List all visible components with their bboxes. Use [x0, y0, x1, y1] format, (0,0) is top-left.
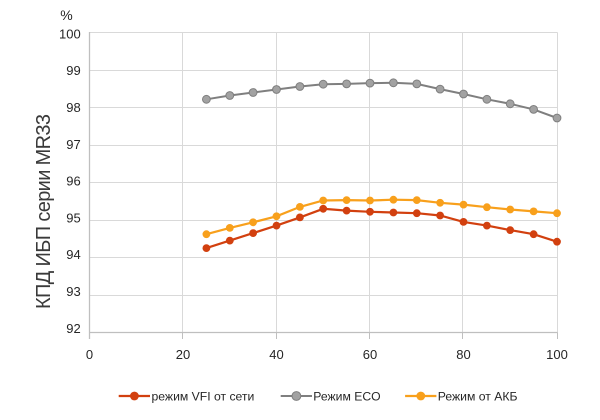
svg-text:60: 60: [363, 347, 377, 362]
svg-text:95: 95: [66, 210, 80, 225]
svg-text:%: %: [60, 7, 72, 23]
svg-text:40: 40: [269, 347, 283, 362]
svg-text:93: 93: [66, 284, 80, 299]
svg-text:97: 97: [66, 137, 80, 152]
svg-text:96: 96: [66, 174, 80, 189]
svg-text:Режим от АКБ: Режим от АКБ: [438, 389, 518, 403]
svg-text:100: 100: [59, 26, 81, 41]
svg-text:КПД ИБП серии MR33: КПД ИБП серии MR33: [33, 114, 55, 309]
svg-text:99: 99: [66, 63, 80, 78]
svg-text:20: 20: [176, 347, 190, 362]
svg-text:100: 100: [546, 347, 568, 362]
svg-text:80: 80: [456, 347, 470, 362]
svg-text:94: 94: [66, 247, 80, 262]
svg-text:98: 98: [66, 100, 80, 115]
svg-text:92: 92: [66, 321, 80, 336]
svg-text:Режим ECO: Режим ECO: [313, 389, 380, 403]
svg-text:0: 0: [86, 347, 93, 362]
svg-text:режим VFI от сети: режим VFI от сети: [152, 389, 255, 403]
